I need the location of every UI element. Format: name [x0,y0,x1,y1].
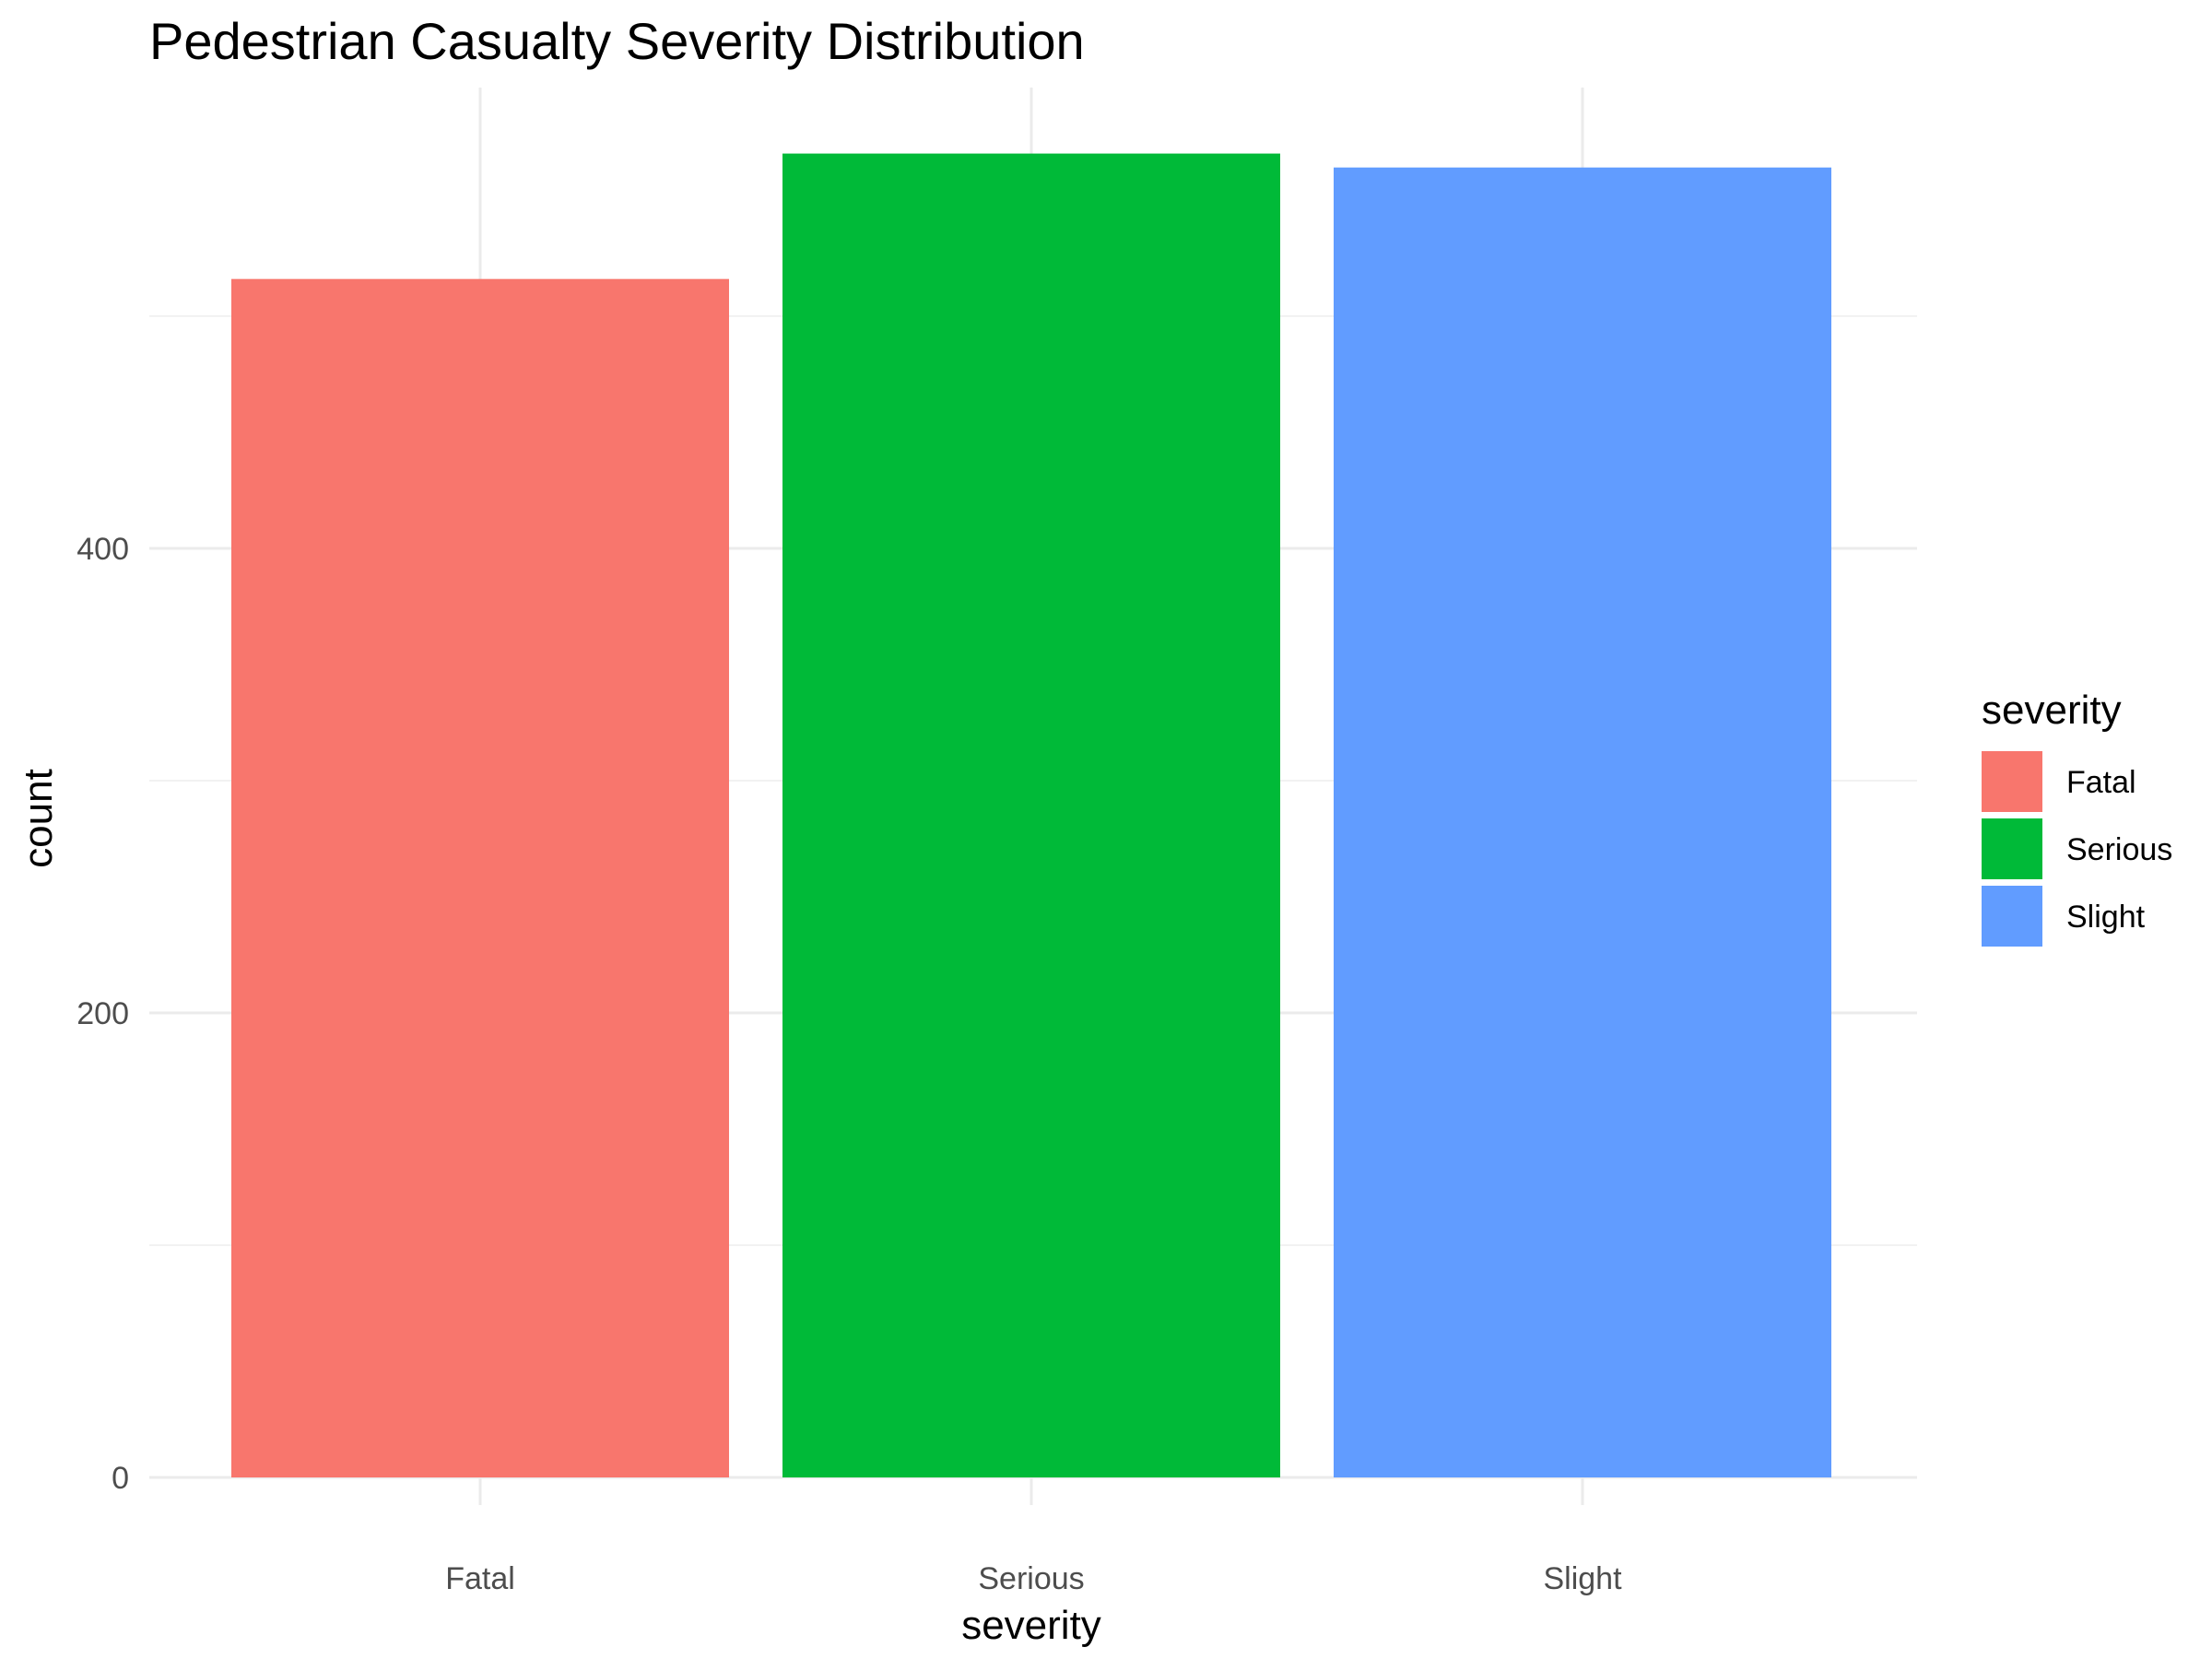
legend: severity Fatal Serious Slight [1982,688,2172,947]
legend-label: Serious [2066,832,2172,867]
bars [231,153,1831,1478]
y-tick-label: 0 [112,1461,129,1496]
y-tick-label: 200 [76,996,129,1031]
legend-key-slight [1982,886,2042,947]
x-axis-ticks: Fatal Serious Slight [445,1561,1622,1596]
bar-fatal [231,278,729,1478]
x-tick-label: Slight [1543,1561,1622,1596]
legend-title: severity [1982,688,2122,733]
x-axis-title: severity [961,1603,1101,1648]
legend-label: Fatal [2066,765,2136,800]
legend-label: Slight [2066,900,2146,935]
x-tick-label: Serious [978,1561,1084,1596]
x-tick-label: Fatal [445,1561,515,1596]
chart-title: Pedestrian Casualty Severity Distributio… [149,12,1085,70]
y-axis-title: count [16,769,61,868]
legend-key-fatal [1982,751,2042,812]
legend-key-serious [1982,818,2042,879]
bar-slight [1334,167,1831,1478]
y-axis-ticks: 0 200 400 [76,532,129,1496]
y-tick-label: 400 [76,532,129,567]
bar-serious [782,153,1280,1478]
